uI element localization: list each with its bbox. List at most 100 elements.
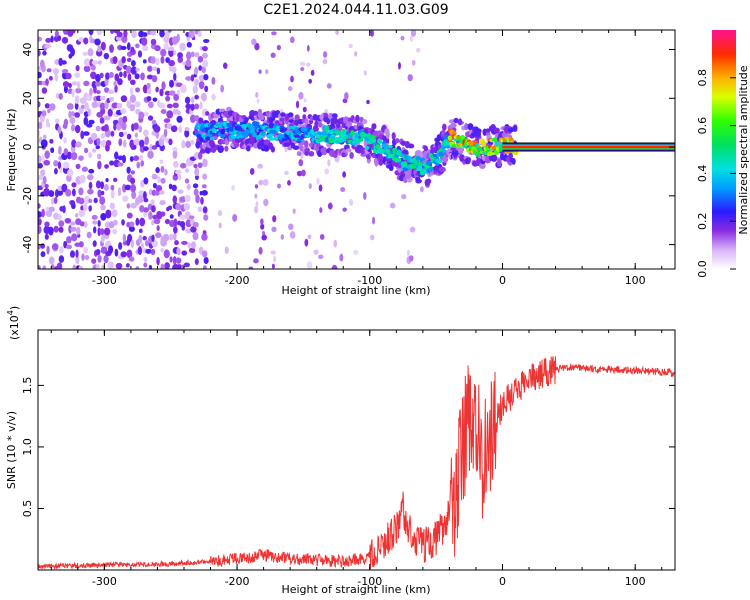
- spectrogram-y-tick-label: -40: [21, 236, 34, 254]
- spectrogram-cell: [308, 183, 312, 190]
- spectrogram-cell: [190, 103, 195, 111]
- spectrogram-cell: [377, 138, 383, 145]
- spectrogram-cell: [83, 246, 88, 254]
- spectrogram-cell: [71, 182, 77, 188]
- spectrogram-cell: [416, 47, 421, 53]
- spectrogram-cell: [326, 83, 332, 89]
- spectrogram-cell: [129, 94, 137, 103]
- spectrogram-cell: [363, 191, 367, 200]
- snr-y-tick-label: 0.5: [21, 500, 34, 518]
- spectrogram-y-tick-label: 20: [21, 91, 34, 105]
- spectrogram-cell: [263, 198, 269, 207]
- spectrogram-cell: [425, 160, 432, 166]
- spectrogram-cell: [97, 220, 101, 227]
- spectrogram-cell: [362, 119, 368, 125]
- spectrogram-cell: [160, 248, 164, 253]
- spectrogram-cell: [90, 64, 96, 71]
- spectrogram-cell: [136, 161, 141, 169]
- spectrogram-cell: [172, 160, 179, 168]
- spectrogram-cell: [60, 60, 67, 65]
- spectrogram-cell: [202, 206, 208, 214]
- spectrogram-cell: [83, 80, 90, 87]
- spectrogram-cell: [152, 97, 158, 102]
- spectrogram-cell: [451, 149, 459, 156]
- spectrogram-cell: [83, 116, 89, 126]
- spectrogram-cell: [118, 71, 123, 78]
- spectrogram-cell: [122, 233, 127, 243]
- spectrogram-cell: [287, 86, 293, 92]
- spectrogram-cell: [176, 89, 181, 96]
- spectrogram-cell: [255, 91, 259, 98]
- spectrogram-cell: [366, 99, 370, 105]
- spectrogram-cell: [150, 30, 157, 36]
- spectrogram-cell: [464, 123, 469, 131]
- spectrogram-cell: [299, 61, 306, 67]
- spectrogram-cell: [140, 242, 145, 249]
- spectrogram-cell: [62, 81, 70, 88]
- spectrogram-cell: [88, 168, 95, 174]
- spectrogram-cell: [70, 111, 76, 117]
- spectrogram-cell: [74, 72, 81, 79]
- spectrogram-y-tick-label: 0: [21, 144, 34, 151]
- spectrogram-cell: [42, 50, 47, 56]
- spectrogram-cell: [508, 152, 514, 160]
- spectrogram-cell: [279, 128, 285, 133]
- spectrogram-cell: [94, 81, 102, 87]
- spectrogram-cell: [442, 123, 447, 131]
- spectrogram-cell: [103, 52, 110, 60]
- spectrogram-cell: [38, 121, 43, 130]
- spectrogram-cell: [100, 132, 106, 139]
- spectrogram-cell: [74, 212, 79, 218]
- spectrogram-cell: [75, 65, 80, 72]
- spectrogram-cell: [392, 147, 398, 152]
- spectrogram-cell: [100, 41, 106, 51]
- spectrogram-cell: [173, 232, 177, 241]
- spectrogram-cell: [41, 87, 48, 94]
- spectrogram-cell: [92, 220, 98, 225]
- spectrogram-cell: [262, 179, 269, 186]
- spectrogram-cell: [260, 131, 266, 136]
- spectrogram-cell: [142, 32, 148, 37]
- spectrogram-cell: [95, 125, 101, 132]
- spectrogram-cell: [331, 113, 338, 119]
- spectrogram-cell: [333, 239, 338, 248]
- spectrogram-cell: [349, 151, 354, 159]
- spectrogram-cell: [91, 214, 98, 220]
- spectrogram-cell: [112, 228, 118, 235]
- spectrogram-cell: [468, 140, 475, 146]
- snr-x-tick-label: -300: [92, 575, 117, 588]
- spectrogram-cell: [164, 168, 168, 176]
- spectrogram-cell: [142, 59, 147, 64]
- spectrogram-cell: [147, 150, 154, 159]
- spectrogram-cell: [38, 218, 42, 226]
- spectrogram-cell: [199, 137, 204, 142]
- spectrogram-cell: [78, 241, 84, 248]
- spectrogram-cell: [194, 78, 199, 86]
- spectrogram-cell: [197, 162, 203, 169]
- spectrogram-cell: [194, 52, 200, 58]
- spectrogram-cell: [158, 102, 166, 109]
- spectrogram-cell: [476, 146, 483, 152]
- spectrogram-cell: [71, 233, 78, 242]
- spectrogram-cell: [254, 42, 260, 51]
- spectrogram-cell: [75, 249, 79, 258]
- spectrogram-cell: [118, 242, 123, 250]
- spectrogram-cell: [99, 95, 106, 101]
- colorbar-tick-label: 0.8: [696, 69, 709, 87]
- colorbar-tick-label: 0.6: [696, 117, 709, 135]
- spectrogram-cell: [68, 225, 72, 234]
- spectrogram-cell: [38, 174, 44, 181]
- snr-y-tick-label: 1.0: [21, 438, 34, 456]
- spectrogram-cell: [38, 155, 42, 164]
- spectrogram-cell: [417, 161, 423, 166]
- spectrogram-cell: [355, 114, 360, 123]
- spectrogram-cell: [150, 56, 156, 64]
- spectrogram-cell: [306, 45, 310, 52]
- spectrogram-cell: [49, 138, 54, 144]
- spectrogram-cell: [113, 80, 117, 87]
- spectrogram-cell: [103, 124, 109, 132]
- spectrogram-cell: [432, 153, 438, 158]
- spectrogram-cell: [294, 134, 300, 139]
- spectrogram-cell: [46, 245, 50, 255]
- spectrogram-cell: [201, 190, 208, 196]
